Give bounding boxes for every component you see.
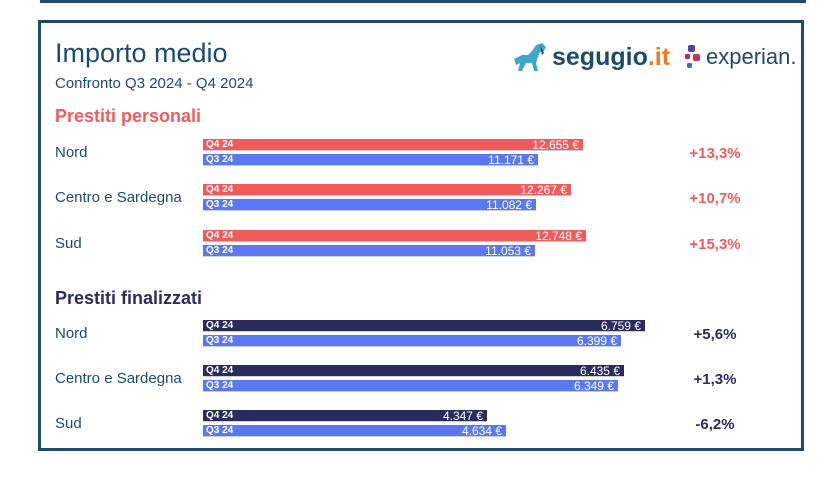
series-label: Q4 24 <box>206 230 234 241</box>
bar-q4: Q4 24 6.759 € <box>203 320 645 332</box>
delta-label: +13,3% <box>689 145 741 162</box>
series-label: Q4 24 <box>206 410 234 421</box>
value-label: 4.347 € <box>442 409 483 423</box>
value-label: 12.267 € <box>520 183 567 197</box>
page-subtitle: Confronto Q3 2024 - Q4 2024 <box>55 75 254 92</box>
series-label: Q4 24 <box>206 139 234 150</box>
category-label: Nord <box>55 325 88 342</box>
series-label: Q3 24 <box>206 380 234 391</box>
category-label: Centro e Sardegna <box>55 370 182 387</box>
value-label: 6.399 € <box>576 334 617 348</box>
bar-q3: Q3 24 11.171 € <box>203 154 538 166</box>
value-label: 11.171 € <box>488 153 534 167</box>
bar-q3: Q3 24 6.349 € <box>203 380 618 392</box>
value-label: 6.349 € <box>573 379 614 393</box>
segugio-tld: .it <box>647 42 671 71</box>
experian-dots-icon <box>685 45 700 68</box>
category-label: Sud <box>55 235 82 252</box>
value-label: 4.634 € <box>461 424 502 438</box>
value-label: 6.435 € <box>579 364 620 378</box>
series-label: Q4 24 <box>206 365 234 376</box>
dog-icon <box>514 43 546 71</box>
experian-logo: experian. <box>684 40 797 74</box>
segugio-logo: segugio.it <box>512 40 670 74</box>
bar-q4: Q4 24 12.748 € <box>203 230 586 242</box>
delta-label: +5,6% <box>693 326 737 343</box>
segugio-word: segugio <box>552 42 648 71</box>
series-label: Q3 24 <box>206 425 234 436</box>
page-title: Importo medio <box>55 38 228 68</box>
series-label: Q3 24 <box>206 199 234 210</box>
value-label: 12.655 € <box>532 138 579 152</box>
bar-q4: Q4 24 12.267 € <box>203 184 571 196</box>
bar-q3: Q3 24 6.399 € <box>203 335 621 347</box>
value-label: 6.759 € <box>600 319 641 333</box>
category-label: Nord <box>55 144 88 161</box>
category-label: Sud <box>55 415 82 432</box>
delta-label: +15,3% <box>689 236 741 253</box>
bar-q3: Q3 24 11.082 € <box>203 199 536 211</box>
bar-q4: Q4 24 4.347 € <box>203 410 487 422</box>
top-rule <box>40 0 806 3</box>
series-label: Q4 24 <box>206 184 234 195</box>
series-label: Q3 24 <box>206 245 234 256</box>
experian-word: experian. <box>706 44 797 69</box>
delta-label: -6,2% <box>695 416 735 433</box>
delta-label: +10,7% <box>689 190 741 207</box>
series-label: Q3 24 <box>206 335 234 346</box>
bar-q3: Q3 24 4.634 € <box>203 425 506 437</box>
value-label: 11.082 € <box>486 198 532 212</box>
value-label: 11.053 € <box>485 244 531 258</box>
section-title: Prestiti finalizzati <box>55 288 203 308</box>
series-label: Q4 24 <box>206 320 234 331</box>
series-label: Q3 24 <box>206 154 234 165</box>
value-label: 12.748 € <box>535 229 582 243</box>
section-title: Prestiti personali <box>55 106 202 126</box>
delta-label: +1,3% <box>693 371 737 388</box>
bar-q3: Q3 24 11.053 € <box>203 245 535 257</box>
category-label: Centro e Sardegna <box>55 189 182 206</box>
bar-q4: Q4 24 6.435 € <box>203 365 624 377</box>
bar-q4: Q4 24 12.655 € <box>203 139 583 151</box>
